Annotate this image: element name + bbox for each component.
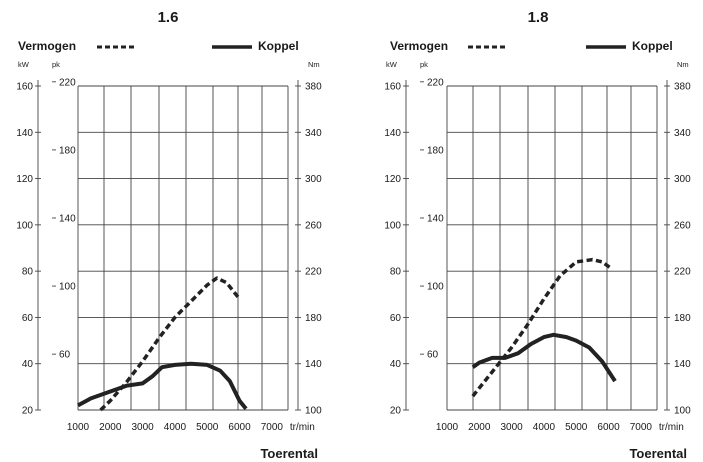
pk-tick-label: 60 (427, 350, 439, 361)
kw-tick-label: 80 (390, 267, 402, 278)
legend-label-vermogen: Vermogen (18, 39, 76, 53)
nm-tick-label: 100 (674, 406, 691, 417)
pk-tick-label: 100 (59, 282, 76, 293)
axis-unit-kw: kW (386, 60, 398, 69)
nm-tick-label: 300 (305, 174, 322, 185)
x-tick-label: 6000 (228, 422, 251, 433)
legend-label-koppel: Koppel (258, 39, 299, 53)
nm-tick-label: 260 (305, 220, 322, 231)
x-tick-label: 5000 (196, 422, 219, 433)
x-tick-label: 1000 (67, 422, 90, 433)
nm-tick-label: 260 (674, 220, 691, 231)
x-tick-label: 1000 (436, 422, 459, 433)
x-tick-label: 7000 (630, 422, 653, 433)
nm-tick-label: 140 (674, 359, 691, 370)
pk-tick-label: 180 (427, 145, 444, 156)
x-axis-title: Toerental (629, 446, 687, 461)
kw-tick-label: 160 (384, 82, 401, 93)
axis-unit-pk: pk (52, 60, 60, 69)
nm-tick-label: 220 (305, 267, 322, 278)
pk-tick-label: 220 (59, 77, 76, 88)
x-tick-label: 2000 (468, 422, 491, 433)
series-line-koppel (77, 361, 248, 411)
kw-tick-label: 100 (16, 220, 33, 231)
kw-tick-label: 80 (22, 267, 34, 278)
x-tick-label: 4000 (164, 422, 187, 433)
kw-tick-label: 40 (390, 359, 402, 370)
nm-tick-label: 100 (305, 406, 322, 417)
kw-tick-label: 140 (16, 128, 33, 139)
x-tick-label: 7000 (261, 422, 284, 433)
pk-tick-label: 180 (59, 145, 76, 156)
nm-tick-label: 340 (674, 128, 691, 139)
nm-tick-label: 380 (674, 82, 691, 93)
pk-tick-label: 60 (59, 350, 71, 361)
nm-tick-label: 220 (674, 267, 691, 278)
series-line-koppel (471, 332, 617, 383)
nm-tick-label: 180 (674, 313, 691, 324)
nm-tick-label: 380 (305, 82, 322, 93)
kw-tick-label: 160 (16, 82, 33, 93)
legend-label-vermogen: Vermogen (390, 39, 448, 53)
axis-unit-kw: kW (18, 60, 30, 69)
nm-tick-label: 300 (674, 174, 691, 185)
kw-tick-label: 60 (390, 313, 402, 324)
chart-panel-2: 1.8 Vermogen Koppel kW pk Nm 20 40 60 80 100 120 140… (384, 9, 691, 461)
pk-tick-label: 220 (427, 77, 444, 88)
chart-title: 1.8 (528, 9, 549, 26)
axis-unit-nm: Nm (308, 60, 320, 69)
kw-tick-label: 140 (384, 128, 401, 139)
nm-tick-label: 180 (305, 313, 322, 324)
pk-tick-label: 140 (59, 213, 76, 224)
kw-tick-label: 20 (390, 406, 402, 417)
chart-title: 1.6 (158, 9, 179, 26)
kw-tick-label: 120 (16, 174, 33, 185)
chart-panel-1: 1.6 Vermogen Koppel kW pk Nm 20 40 60 80 100 120 140… (16, 9, 322, 461)
kw-tick-label: 40 (22, 359, 34, 370)
axis-unit-nm: Nm (677, 60, 689, 69)
series-line-vermogen (99, 276, 241, 412)
kw-tick-label: 60 (22, 313, 34, 324)
x-unit-label: tr/min (290, 422, 315, 433)
x-unit-label: tr/min (659, 422, 684, 433)
x-axis-title: Toerental (260, 446, 318, 461)
nm-tick-label: 340 (305, 128, 322, 139)
kw-tick-label: 100 (384, 220, 401, 231)
pk-tick-label: 100 (427, 282, 444, 293)
kw-tick-label: 120 (384, 174, 401, 185)
x-tick-label: 6000 (597, 422, 620, 433)
x-tick-label: 3000 (500, 422, 523, 433)
kw-tick-label: 20 (22, 406, 34, 417)
x-tick-label: 3000 (131, 422, 154, 433)
nm-tick-label: 140 (305, 359, 322, 370)
pk-tick-label: 140 (427, 213, 444, 224)
x-tick-label: 2000 (99, 422, 122, 433)
axis-unit-pk: pk (420, 60, 428, 69)
legend-label-koppel: Koppel (632, 39, 673, 53)
series-line-vermogen (471, 257, 613, 398)
x-tick-label: 4000 (533, 422, 556, 433)
x-tick-label: 5000 (565, 422, 588, 433)
